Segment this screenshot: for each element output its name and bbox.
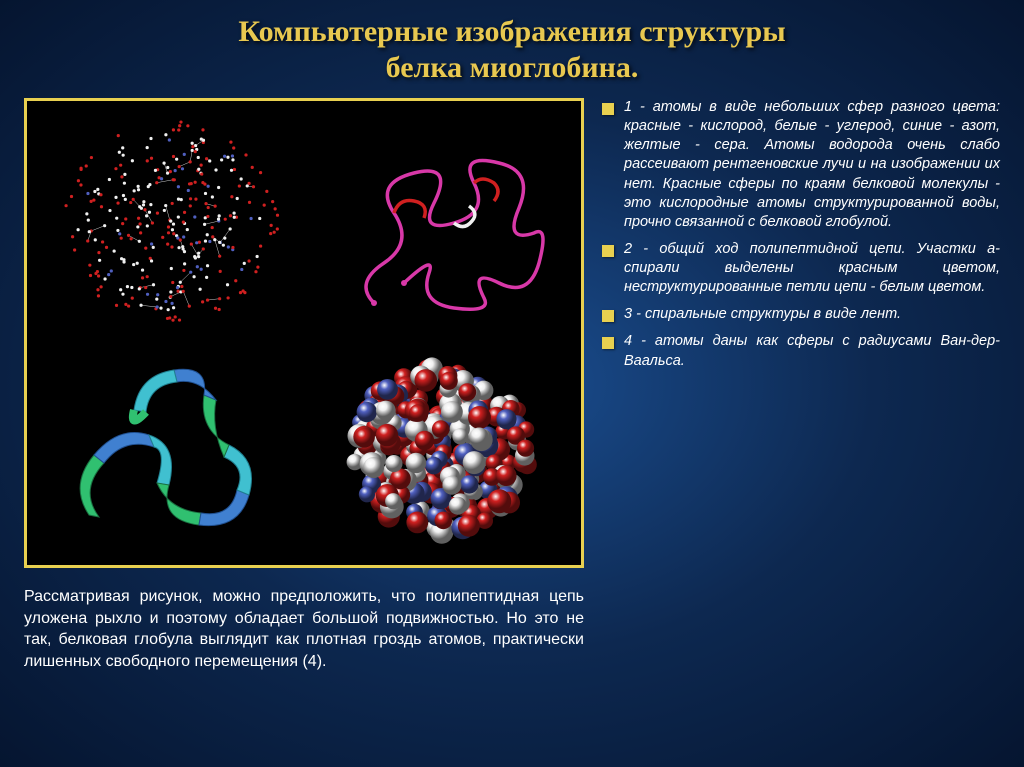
- image-caption: Рассматривая рисунок, можно предположить…: [24, 586, 584, 672]
- bullet-text-2: 2 - общий ход полипептидной цепи. Участк…: [624, 240, 1000, 297]
- title-line-1: Компьютерные изображения структуры: [238, 15, 785, 48]
- left-column: Рассматривая рисунок, можно предположить…: [24, 98, 584, 757]
- protein-image-frame: [24, 98, 584, 568]
- right-column: 1 - атомы в виде небольших сфер разного …: [602, 98, 1000, 757]
- panel-2-chain-trace: [324, 113, 569, 331]
- bullet-square-icon: [602, 337, 614, 349]
- panel-3-ribbon: [49, 335, 294, 553]
- bullet-square-icon: [602, 310, 614, 322]
- panel-1-wireframe-atoms: [39, 113, 304, 331]
- bullet-text-3: 3 - спиральные структуры в виде лент.: [624, 305, 1000, 324]
- slide-title: Компьютерные изображения структуры белка…: [24, 14, 1000, 86]
- bullet-3: 3 - спиральные структуры в виде лент.: [602, 305, 1000, 324]
- bullet-2: 2 - общий ход полипептидной цепи. Участк…: [602, 240, 1000, 297]
- bullet-4: 4 - атомы даны как сферы с радиусами Ван…: [602, 332, 1000, 370]
- panel-4-spacefill: [314, 335, 569, 553]
- bullet-square-icon: [602, 103, 614, 115]
- bullet-square-icon: [602, 245, 614, 257]
- content-area: Рассматривая рисунок, можно предположить…: [24, 98, 1000, 757]
- bullet-text-1: 1 - атомы в виде небольших сфер разного …: [624, 98, 1000, 232]
- bullet-1: 1 - атомы в виде небольших сфер разного …: [602, 98, 1000, 232]
- title-line-2: белка миоглобина.: [386, 51, 639, 84]
- bullet-text-4: 4 - атомы даны как сферы с радиусами Ван…: [624, 332, 1000, 370]
